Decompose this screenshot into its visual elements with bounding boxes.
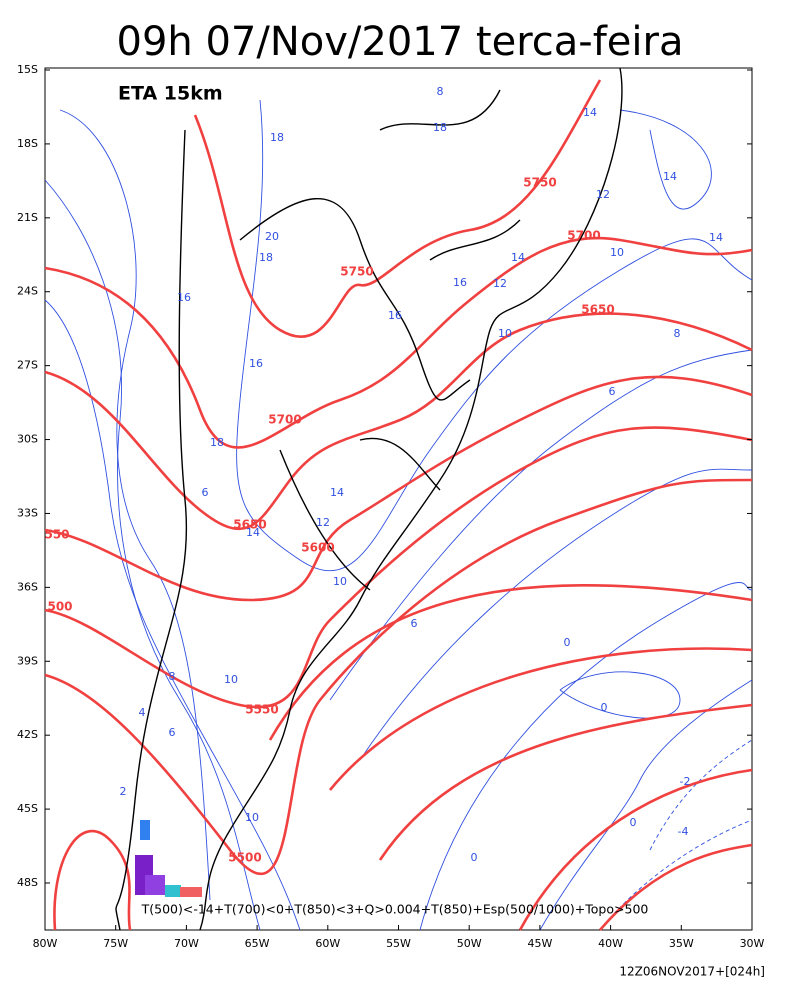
temperature-contour-label: 14 bbox=[709, 231, 723, 244]
blue-contours bbox=[44, 99, 753, 931]
temperature-contour-label: 6 bbox=[609, 385, 616, 398]
temperature-contour-label: 6 bbox=[202, 486, 209, 499]
temperature-contour-label: 14 bbox=[330, 486, 344, 499]
temperature-contour-label: 2 bbox=[120, 785, 127, 798]
height-contour-label: 5500 bbox=[228, 851, 261, 865]
temperature-contour-label: -4 bbox=[678, 825, 689, 838]
height-contour-label: 5750 bbox=[340, 265, 373, 279]
temperature-contour-label: 0 bbox=[471, 851, 478, 864]
temperature-contour-label: 0 bbox=[601, 701, 608, 714]
temperature-contour-label: 8 bbox=[674, 327, 681, 340]
temperature-contour-label: 8 bbox=[437, 85, 444, 98]
lon-tick-label: 30W bbox=[740, 937, 765, 950]
lat-tick-label: 27S bbox=[17, 359, 38, 372]
lon-tick-label: 40W bbox=[598, 937, 623, 950]
lat-tick-label: 15S bbox=[17, 63, 38, 76]
lon-tick-label: 45W bbox=[527, 937, 552, 950]
legend-formula: T(500)<-14+T(700)<0+T(850)<3+Q>0.004+T(8… bbox=[141, 902, 649, 917]
lon-tick-label: 60W bbox=[315, 937, 340, 950]
temperature-contour-label: 14 bbox=[511, 251, 525, 264]
temperature-contour-label: 8 bbox=[169, 670, 176, 683]
temperature-contour-label: 10 bbox=[610, 246, 624, 259]
temperature-contour-label: 6 bbox=[411, 617, 418, 630]
lat-tick-label: 42S bbox=[17, 728, 38, 741]
height-contour-label: 550 bbox=[44, 528, 69, 542]
temperature-contour-label: 18 bbox=[270, 131, 284, 144]
lat-tick-label: 45S bbox=[17, 802, 38, 815]
lat-tick-label: 24S bbox=[17, 285, 38, 298]
height-contour-label: 5700 bbox=[567, 229, 600, 243]
height-contour-label: 5700 bbox=[268, 413, 301, 427]
lat-tick-label: 21S bbox=[17, 211, 38, 224]
lon-tick-label: 70W bbox=[174, 937, 199, 950]
temperature-contour-label: 18 bbox=[259, 251, 273, 264]
temperature-contour-label: 6 bbox=[169, 726, 176, 739]
temperature-contour-label: 16 bbox=[249, 357, 263, 370]
temperature-contour-label: 16 bbox=[453, 276, 467, 289]
temperature-contour-label: 0 bbox=[564, 636, 571, 649]
model-label: ETA 15km bbox=[118, 83, 223, 105]
temperature-contour-label: 12 bbox=[493, 277, 507, 290]
temperature-contour-label: 14 bbox=[246, 526, 260, 539]
lon-tick-label: 65W bbox=[245, 937, 270, 950]
lat-tick-label: 36S bbox=[17, 580, 38, 593]
lat-tick-label: 48S bbox=[17, 876, 38, 889]
coastline bbox=[115, 67, 623, 931]
lon-tick-label: 80W bbox=[33, 937, 58, 950]
temperature-contour-label: 10 bbox=[224, 673, 238, 686]
height-contour-label: 5750 bbox=[523, 176, 556, 190]
temperature-contour-label: 0 bbox=[630, 816, 637, 829]
height-contour-label: 5600 bbox=[301, 541, 334, 555]
lon-tick-label: 75W bbox=[103, 937, 128, 950]
temperature-contour-label: 14 bbox=[663, 170, 677, 183]
temperature-contour-label: 16 bbox=[388, 309, 402, 322]
lat-tick-label: 30S bbox=[17, 433, 38, 446]
height-contour-label: 5550 bbox=[245, 703, 278, 717]
temperature-contour-label: 4 bbox=[139, 706, 146, 719]
lon-tick-label: 35W bbox=[669, 937, 694, 950]
footer: 12Z06NOV2017+[024h] bbox=[619, 965, 765, 979]
temperature-contour-label: 12 bbox=[596, 188, 610, 201]
red-contours bbox=[44, 79, 753, 931]
title: 09h 07/Nov/2017 terca-feira bbox=[117, 19, 684, 65]
lat-tick-label: 39S bbox=[17, 654, 38, 667]
temperature-contour-label: -2 bbox=[680, 775, 691, 788]
precip-shading bbox=[135, 820, 202, 897]
temperature-contour-label: 10 bbox=[333, 575, 347, 588]
height-contour-label: 500 bbox=[47, 600, 72, 614]
lon-tick-label: 55W bbox=[386, 937, 411, 950]
lat-tick-label: 18S bbox=[17, 137, 38, 150]
height-contour-label: 5650 bbox=[581, 303, 614, 317]
lon-tick-label: 50W bbox=[457, 937, 482, 950]
lat-tick-label: 33S bbox=[17, 506, 38, 519]
temperature-contour-label: 10 bbox=[245, 811, 259, 824]
temperature-contour-label: 10 bbox=[498, 327, 512, 340]
height-contour-label: 5650 bbox=[233, 518, 266, 532]
temperature-contour-label: 16 bbox=[177, 291, 191, 304]
temperature-contour-label: 12 bbox=[316, 516, 330, 529]
temperature-contour-label: 20 bbox=[265, 230, 279, 243]
temperature-contour-label: 18 bbox=[433, 121, 447, 134]
temperature-contour-label: 18 bbox=[210, 436, 224, 449]
temperature-contour-label: 14 bbox=[583, 106, 597, 119]
